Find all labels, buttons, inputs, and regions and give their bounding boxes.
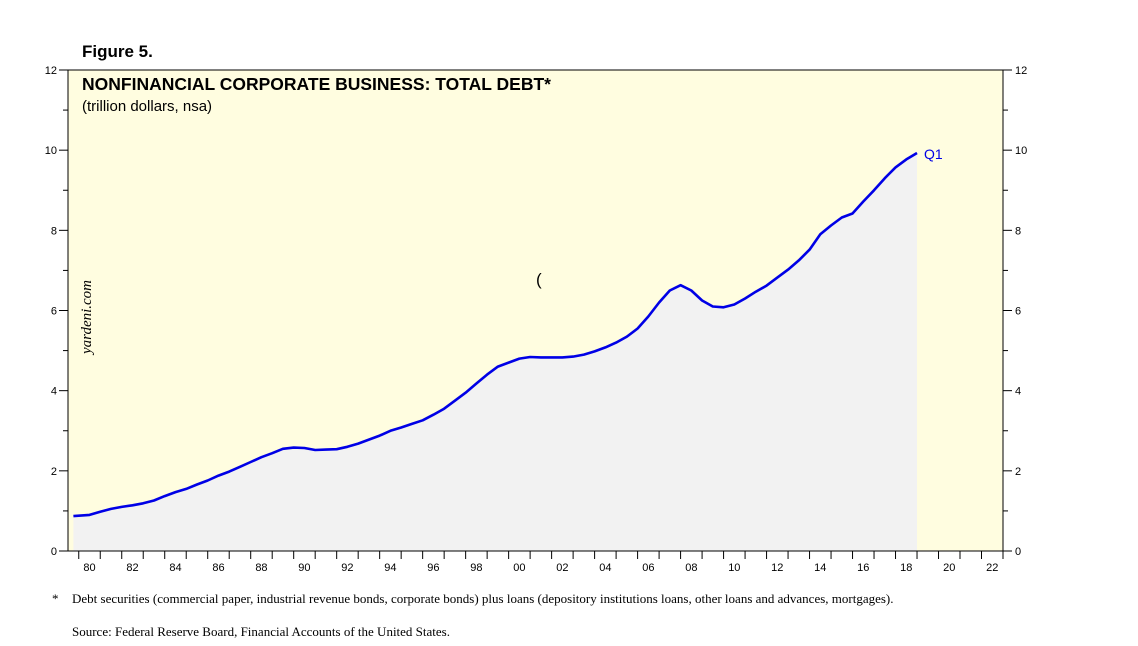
stray-mark: ( [536,270,542,289]
x-tick-label: 96 [427,562,439,574]
x-tick-label: 12 [771,562,783,574]
x-tick-label: 10 [728,562,740,574]
x-tick-label: 02 [556,562,568,574]
footnote-marker: * [52,591,59,606]
y-axis-ticks: 0 0 2 2 4 4 6 6 8 8 10 10 12 12 [45,65,1028,558]
y-tick-label-right: 12 [1015,65,1027,77]
x-tick-label: 22 [986,562,998,574]
y-tick-label-left: 10 [45,145,57,157]
y-tick-label-right: 4 [1015,386,1021,398]
y-tick-label-left: 6 [51,306,57,318]
y-tick-label-left: 2 [51,466,57,478]
x-axis-ticks: 80 82 84 86 88 90 92 94 96 98 00 02 04 06 08 10 12 14 16 18… [78,551,1004,574]
end-label-q1: Q1 [924,146,943,162]
chart-subtitle: (trillion dollars, nsa) [82,98,212,115]
x-tick-label: 88 [255,562,267,574]
x-tick-label: 86 [212,562,224,574]
x-tick-label: 04 [599,562,611,574]
x-tick-label: 00 [513,562,525,574]
x-tick-label: 92 [341,562,353,574]
source-note: Source: Federal Reserve Board, Financial… [72,624,450,639]
x-tick-label: 16 [857,562,869,574]
x-tick-label: 90 [298,562,310,574]
x-tick-label: 08 [685,562,697,574]
x-tick-label: 98 [470,562,482,574]
y-tick-label-right: 2 [1015,466,1021,478]
x-tick-label: 14 [814,562,826,574]
x-tick-label: 84 [169,562,181,574]
watermark: yardeni.com [79,280,95,356]
y-tick-label-right: 10 [1015,145,1027,157]
chart-title: NONFINANCIAL CORPORATE BUSINESS: TOTAL D… [82,74,551,94]
y-tick-label-left: 0 [51,546,57,558]
x-tick-label: 80 [83,562,95,574]
x-tick-label: 82 [126,562,138,574]
y-tick-label-right: 8 [1015,225,1021,237]
series-line-total-debt [73,151,918,518]
x-tick-label: 94 [384,562,396,574]
x-tick-label: 18 [900,562,912,574]
y-tick-label-left: 12 [45,65,57,77]
area-under-line [73,153,917,551]
figure-label: Figure 5. [82,42,153,61]
x-tick-label: 20 [943,562,955,574]
y-tick-label-right: 0 [1015,546,1021,558]
y-tick-label-left: 8 [51,225,57,237]
x-tick-label: 06 [642,562,654,574]
y-tick-label-left: 4 [51,386,57,398]
y-tick-label-right: 6 [1015,306,1021,318]
footnote-text: Debt securities (commercial paper, indus… [72,591,894,606]
